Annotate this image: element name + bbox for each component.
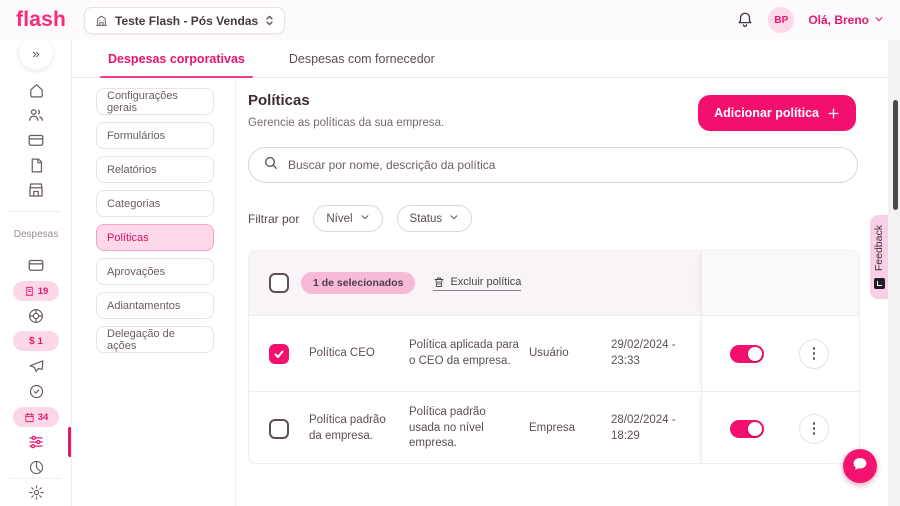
topbar: flash Teste Flash - Pós Vendas BP Olá, B… (0, 0, 900, 40)
nav-item-relatorios[interactable]: Relatórios (96, 156, 214, 183)
tab-despesas-corporativas[interactable]: Despesas corporativas (100, 40, 253, 78)
calendar-badge[interactable]: 34 (13, 407, 59, 427)
filter-nivel-label: Nível (326, 212, 353, 225)
search-box (248, 147, 858, 183)
table-row: Política padrão da empresa. Política pad… (249, 391, 859, 463)
flash-logo: flash (16, 8, 67, 31)
settings-gear-icon[interactable] (26, 482, 46, 502)
calendar-count: 34 (37, 411, 49, 423)
balance-count: 1 (37, 335, 43, 347)
add-policy-button[interactable]: Adicionar política (698, 95, 856, 131)
chevron-down-icon (874, 13, 884, 27)
feedback-tab-label: Feedback (873, 224, 885, 272)
updown-chevron-icon (265, 14, 274, 27)
company-selector[interactable]: Teste Flash - Pós Vendas (84, 7, 286, 34)
user-greeting: Olá, Breno (808, 13, 869, 27)
nav-item-politicas[interactable]: Políticas (96, 224, 214, 251)
calendar-icon (24, 412, 35, 423)
policy-level: Usuário (529, 346, 569, 359)
tab-despesas-com-fornecedor[interactable]: Despesas com fornecedor (288, 52, 435, 66)
user-avatar[interactable]: BP (768, 7, 795, 33)
delete-policy-label: Excluir política (450, 275, 522, 288)
home-icon[interactable] (26, 80, 46, 100)
balance-badge[interactable]: $ 1 (13, 331, 59, 351)
settings-nav: Configurações gerais Formulários Relatór… (72, 78, 236, 506)
people-icon[interactable] (26, 105, 46, 125)
table-header-row: 1 de selecionados Excluir política (249, 251, 859, 315)
policy-level: Empresa (529, 421, 576, 434)
analytics-icon[interactable] (26, 457, 46, 477)
row-menu-button[interactable] (799, 338, 829, 369)
trash-icon (433, 276, 445, 288)
notifications-bell-icon[interactable] (736, 11, 754, 29)
chevron-down-icon (449, 212, 459, 225)
policy-date: 28/02/2024 - 18:29 (611, 413, 676, 442)
policies-sliders-icon[interactable] (26, 432, 46, 452)
table-row: Política CEO Política aplicada para o CE… (249, 315, 859, 391)
section-tabbar: Despesas corporativas Despesas com forne… (72, 40, 888, 78)
selection-count-badge: 1 de selecionados (301, 272, 416, 294)
policy-description: Política aplicada para o CEO da empresa. (409, 338, 519, 367)
nav-item-delegacao-de-acoes[interactable]: Delegação de ações (96, 326, 214, 353)
filter-row: Filtrar por Nível Status (248, 205, 473, 232)
nav-item-configuracoes-gerais[interactable]: Configurações gerais (96, 88, 214, 115)
policy-enabled-toggle[interactable] (730, 344, 764, 363)
building-icon (95, 14, 108, 27)
plus-icon (827, 107, 840, 120)
rail-section-label: Despesas (13, 229, 59, 240)
travel-icon[interactable] (26, 356, 46, 376)
receipt-icon (24, 286, 35, 297)
active-item-indicator (68, 427, 71, 457)
policy-enabled-toggle[interactable] (730, 419, 764, 438)
divider (10, 478, 61, 479)
company-selector-label: Teste Flash - Pós Vendas (115, 13, 259, 28)
nav-item-categorias[interactable]: Categorias (96, 190, 214, 217)
policy-name: Política padrão da empresa. (309, 413, 386, 442)
scrollbar-thumb[interactable] (893, 100, 898, 210)
page-subtitle: Gerencie as políticas da sua empresa. (248, 117, 445, 129)
dollar-icon: $ (29, 335, 35, 347)
policy-name: Política CEO (309, 346, 375, 359)
filter-by-label: Filtrar por (248, 211, 300, 226)
row-menu-button[interactable] (799, 413, 829, 444)
feedback-tab[interactable]: Feedback (870, 215, 888, 299)
document-icon[interactable] (26, 155, 46, 175)
main-panel: Políticas Gerencie as políticas da sua e… (236, 78, 888, 506)
delete-policy-action[interactable]: Excluir política (433, 275, 522, 291)
filter-nivel-dropdown[interactable]: Nível (313, 205, 383, 232)
chat-bubble-icon (851, 455, 869, 478)
nav-item-adiantamentos[interactable]: Adiantamentos (96, 292, 214, 319)
filter-status-dropdown[interactable]: Status (396, 205, 473, 232)
search-icon (263, 155, 279, 176)
expenses-badge[interactable]: 19 (13, 281, 59, 301)
search-input[interactable] (288, 158, 843, 172)
row-checkbox[interactable] (269, 343, 289, 364)
icon-sidebar: » Despesas 19 $ (0, 36, 72, 506)
feedback-survey-icon (873, 278, 885, 290)
nav-item-formularios[interactable]: Formulários (96, 122, 214, 149)
filter-status-label: Status (409, 212, 443, 225)
chat-widget-button[interactable] (843, 449, 877, 483)
policies-table: 1 de selecionados Excluir política (248, 250, 860, 464)
row-checkbox[interactable] (269, 418, 289, 439)
policy-description: Política padrão usada no nível empresa. (409, 406, 486, 450)
chevron-down-icon (360, 212, 370, 225)
divider (10, 211, 61, 212)
user-menu[interactable]: Olá, Breno (808, 13, 884, 27)
expand-sidebar-button[interactable]: » (19, 36, 53, 70)
page-title: Políticas (248, 92, 310, 109)
policy-date: 29/02/2024 - 23:33 (611, 338, 676, 367)
globe-icon[interactable] (26, 306, 46, 326)
clock-check-icon[interactable] (26, 381, 46, 401)
card-icon[interactable] (26, 130, 46, 150)
store-icon[interactable] (26, 180, 46, 200)
nav-item-aprovacoes[interactable]: Aprovações (96, 258, 214, 285)
add-policy-label: Adicionar política (714, 106, 819, 120)
select-all-checkbox[interactable] (269, 273, 289, 293)
corporate-card-icon[interactable] (26, 255, 46, 275)
expenses-count: 19 (37, 285, 49, 297)
